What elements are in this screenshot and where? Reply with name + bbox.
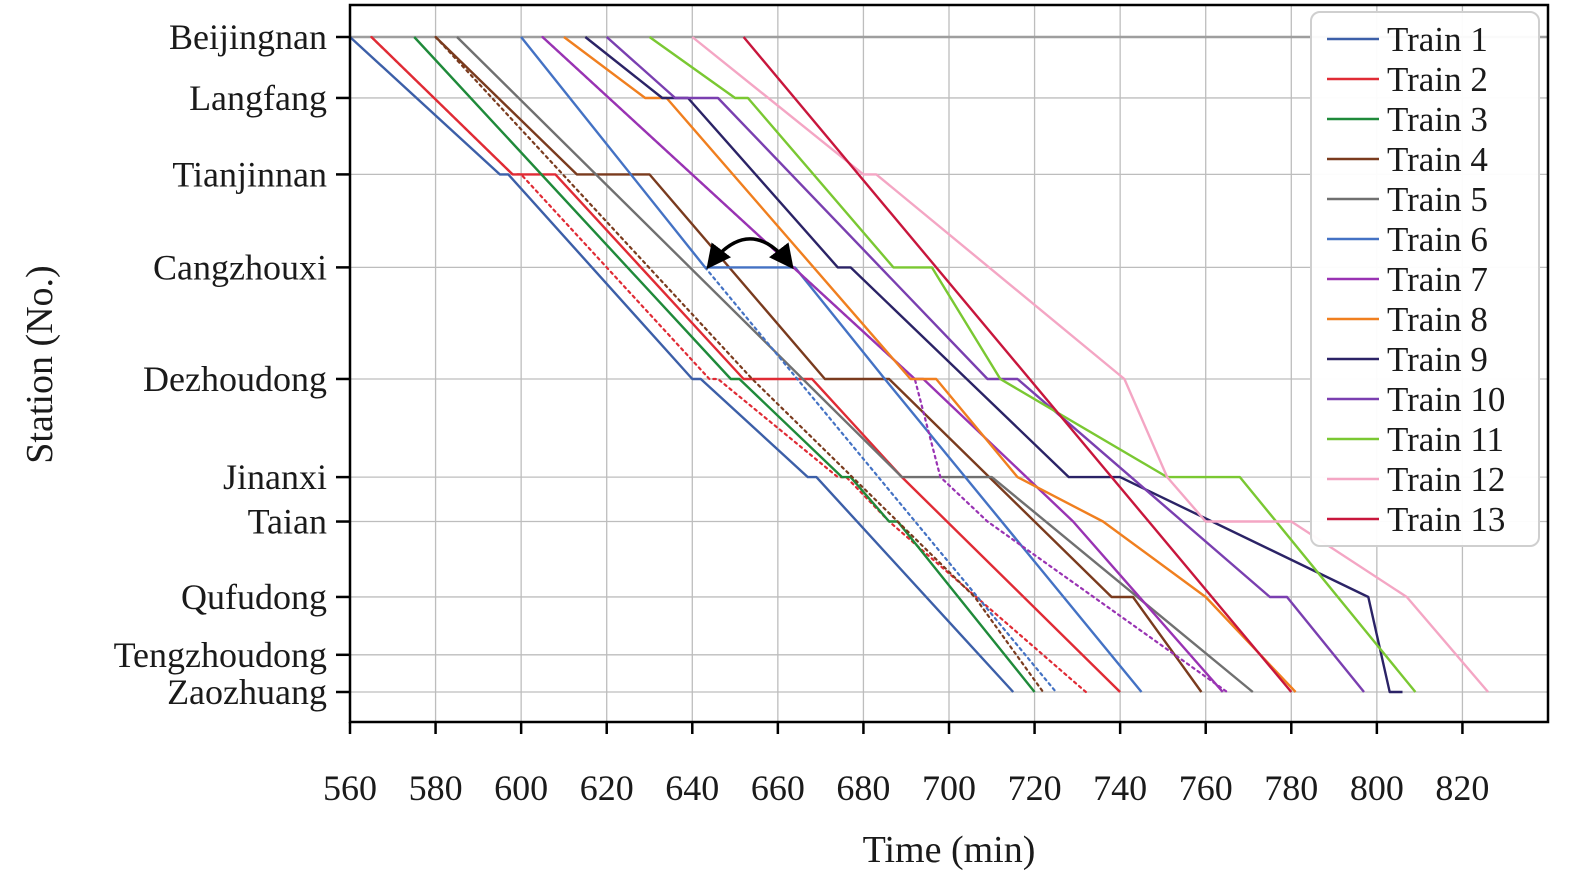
legend-label: Train 10	[1387, 380, 1505, 419]
series-layer	[349, 35, 1490, 694]
x-tick-label: 680	[836, 768, 890, 808]
x-tick-label: 640	[665, 768, 719, 808]
train-1-line	[349, 36, 1015, 693]
station-label: Langfang	[189, 78, 327, 118]
x-tick-label: 660	[751, 768, 805, 808]
x-tick-label: 700	[922, 768, 976, 808]
x-tick-label: 740	[1093, 768, 1147, 808]
x-tick-label: 720	[1008, 768, 1062, 808]
x-tick-label: 620	[580, 768, 634, 808]
station-label: Jinanxi	[223, 457, 327, 497]
train-7-planned-line	[541, 35, 1229, 694]
station-label: Dezhoudong	[143, 359, 327, 399]
train-8-line	[563, 36, 1297, 693]
train-11-line	[648, 36, 1417, 693]
legend-label: Train 2	[1387, 60, 1488, 99]
station-label: Zaozhuang	[167, 672, 327, 712]
train-6-line	[520, 36, 1143, 693]
train-4-planned-line	[434, 35, 1045, 694]
annotation-layer	[706, 237, 794, 270]
station-label: Tianjinnan	[172, 154, 327, 194]
legend-label: Train 7	[1387, 260, 1488, 299]
train-4-line	[434, 36, 1203, 693]
train-2-line	[370, 36, 1121, 693]
station-label: Taian	[248, 502, 327, 542]
x-tick-label: 580	[409, 768, 463, 808]
x-tick-label: 800	[1350, 768, 1404, 808]
x-tick-label: 820	[1435, 768, 1489, 808]
legend-label: Train 9	[1387, 340, 1488, 379]
legend-label: Train 11	[1387, 420, 1504, 459]
train-5-line	[456, 36, 1254, 693]
train-12-line	[691, 36, 1490, 693]
legend-label: Train 12	[1387, 460, 1505, 499]
x-axis-title: Time (min)	[863, 829, 1036, 871]
x-tick-label: 760	[1179, 768, 1233, 808]
reorder-arrow	[706, 237, 794, 270]
x-tick-label: 600	[494, 768, 548, 808]
legend-label: Train 5	[1387, 180, 1488, 219]
x-tick-label: 560	[323, 768, 377, 808]
axis-layer: 560 580 600 620 640 660 680 700 720 740 760 780 800 8…	[114, 17, 1490, 808]
train-3-line	[413, 36, 1036, 693]
legend-box	[1310, 11, 1540, 547]
train-13-line	[742, 36, 1293, 693]
station-label: Beijingnan	[169, 17, 327, 57]
train-6-planned-line	[703, 266, 1058, 694]
legend-label: Train 6	[1387, 220, 1488, 259]
legend-label: Train 13	[1387, 500, 1505, 539]
station-label: Qufudong	[181, 577, 327, 617]
legend-label: Train 1	[1387, 20, 1488, 59]
y-axis-title: Station (No.)	[19, 265, 61, 463]
x-tick-label: 780	[1264, 768, 1318, 808]
legend-label: Train 4	[1387, 140, 1488, 179]
station-label: Cangzhouxi	[153, 247, 327, 287]
station-label: Tengzhoudong	[114, 635, 327, 675]
train-9-line	[584, 36, 1403, 694]
legend-label: Train 8	[1387, 300, 1488, 339]
legend-label: Train 3	[1387, 100, 1488, 139]
